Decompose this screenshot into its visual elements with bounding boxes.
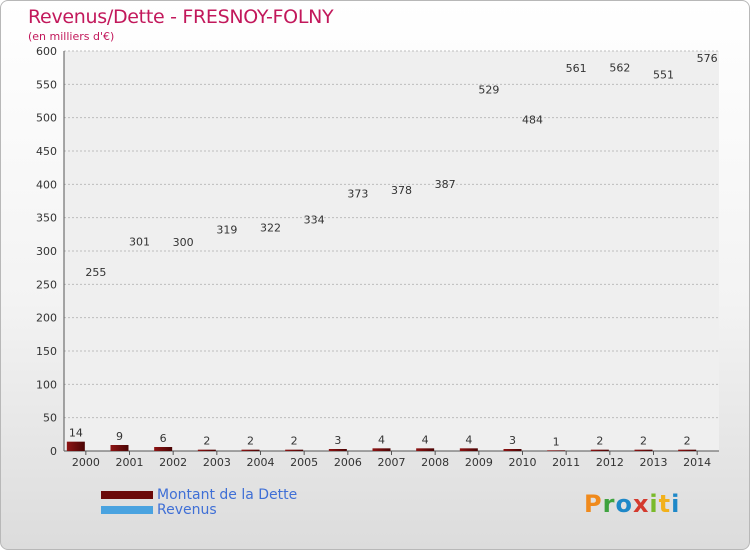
x-tick-label: 2014 xyxy=(683,456,711,469)
chart-legend: Montant de la Dette Revenus xyxy=(101,486,298,518)
data-label-dette: 4 xyxy=(378,433,385,446)
data-label-revenus: 373 xyxy=(347,187,368,200)
y-tick-label: 0 xyxy=(50,445,57,458)
x-tick-label: 2008 xyxy=(421,456,449,469)
y-tick-label: 400 xyxy=(36,178,57,191)
data-label-dette: 2 xyxy=(291,435,298,448)
bar-dette xyxy=(590,449,609,451)
x-tick-label: 2010 xyxy=(509,456,537,469)
data-label-dette: 4 xyxy=(465,433,472,446)
data-label-revenus: 576 xyxy=(697,52,718,65)
x-tick-label: 2004 xyxy=(247,456,275,469)
proxiti-logo: Proxiti xyxy=(584,490,681,518)
chart-title: Revenus/Dette - FRESNOY-FOLNY xyxy=(28,6,334,28)
x-tick-label: 2003 xyxy=(203,456,231,469)
bar-dette xyxy=(328,449,347,451)
bar-dette xyxy=(634,449,653,451)
bar-dette xyxy=(110,445,129,451)
y-tick-label: 100 xyxy=(36,378,57,391)
data-label-revenus: 529 xyxy=(478,83,499,96)
x-tick-label: 2009 xyxy=(465,456,493,469)
y-tick-label: 250 xyxy=(36,278,57,291)
chart-subtitle: (en milliers d'€) xyxy=(28,30,115,43)
y-tick-label: 300 xyxy=(36,245,57,258)
data-label-revenus: 562 xyxy=(609,61,630,74)
data-label-revenus: 551 xyxy=(653,69,674,82)
y-tick-label: 500 xyxy=(36,112,57,125)
data-label-revenus: 484 xyxy=(522,113,543,126)
y-tick-label: 550 xyxy=(36,78,57,91)
bar-dette xyxy=(678,449,697,451)
y-tick-label: 150 xyxy=(36,345,57,358)
bar-dette xyxy=(154,447,173,451)
data-label-dette: 2 xyxy=(596,435,603,448)
bar-dette xyxy=(416,448,435,451)
data-label-dette: 2 xyxy=(203,435,210,448)
bar-dette xyxy=(285,449,304,451)
data-label-dette: 6 xyxy=(160,432,167,445)
x-tick-label: 2007 xyxy=(378,456,406,469)
data-label-revenus: 378 xyxy=(391,184,412,197)
data-label-revenus: 319 xyxy=(216,223,237,236)
bar-dette xyxy=(503,449,522,451)
data-label-dette: 2 xyxy=(684,435,691,448)
data-label-revenus: 255 xyxy=(85,266,106,279)
bar-dette xyxy=(547,450,566,451)
data-label-dette: 1 xyxy=(553,435,560,448)
bar-dette xyxy=(241,449,260,451)
data-label-dette: 14 xyxy=(69,427,83,440)
data-label-dette: 3 xyxy=(334,434,341,447)
x-tick-label: 2011 xyxy=(552,456,580,469)
data-label-revenus: 301 xyxy=(129,235,150,248)
y-tick-label: 450 xyxy=(36,145,57,158)
data-label-dette: 3 xyxy=(509,434,516,447)
x-tick-label: 2005 xyxy=(290,456,318,469)
data-label-revenus: 334 xyxy=(304,213,325,226)
bar-dette xyxy=(197,449,216,451)
legend-item-dette: Montant de la Dette xyxy=(101,486,298,503)
y-tick-label: 200 xyxy=(36,312,57,325)
x-tick-label: 2013 xyxy=(640,456,668,469)
y-tick-label: 50 xyxy=(43,412,57,425)
bar-dette xyxy=(372,448,391,451)
legend-label-revenus: Revenus xyxy=(157,501,217,518)
data-label-revenus: 300 xyxy=(173,236,194,249)
bar-dette xyxy=(66,441,85,451)
data-label-revenus: 387 xyxy=(435,178,456,191)
legend-label-dette: Montant de la Dette xyxy=(157,486,298,503)
data-label-dette: 9 xyxy=(116,430,123,443)
x-tick-label: 2000 xyxy=(72,456,100,469)
x-tick-label: 2006 xyxy=(334,456,362,469)
data-label-dette: 4 xyxy=(422,433,429,446)
legend-item-revenus: Revenus xyxy=(101,501,297,518)
y-tick-label: 600 xyxy=(36,45,57,58)
data-label-revenus: 561 xyxy=(566,62,587,75)
x-tick-label: 2012 xyxy=(596,456,624,469)
legend-swatch-dette xyxy=(101,490,153,499)
data-label-dette: 2 xyxy=(247,435,254,448)
legend-swatch-revenus xyxy=(101,505,153,514)
data-label-dette: 2 xyxy=(640,435,647,448)
x-tick-label: 2002 xyxy=(159,456,187,469)
x-tick-label: 2001 xyxy=(116,456,144,469)
data-label-revenus: 322 xyxy=(260,221,281,234)
y-tick-label: 350 xyxy=(36,212,57,225)
bar-dette xyxy=(459,448,478,451)
